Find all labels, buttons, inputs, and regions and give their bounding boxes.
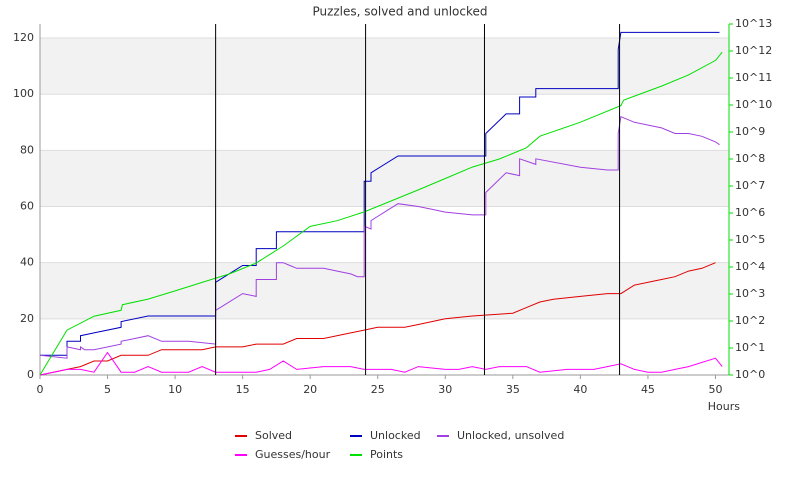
x-tick-label: 50 bbox=[708, 383, 722, 396]
y-tick-label: 40 bbox=[20, 256, 34, 269]
grid-band bbox=[40, 150, 729, 207]
y2-tick-label: 10^9 bbox=[735, 125, 765, 138]
chart-title: Puzzles, solved and unlocked bbox=[312, 5, 487, 19]
series-line bbox=[39, 51, 723, 376]
series-line bbox=[40, 31, 720, 356]
x-tick-label: 35 bbox=[506, 383, 520, 396]
grid-band bbox=[40, 262, 729, 319]
series-line bbox=[39, 262, 716, 376]
y2-tick-label: 10^12 bbox=[735, 44, 772, 57]
series-line bbox=[39, 351, 723, 376]
x-tick-label: 25 bbox=[371, 383, 385, 396]
x-tick-label: 20 bbox=[303, 383, 317, 396]
x-axis-label: Hours bbox=[708, 400, 740, 413]
y2-tick-label: 10^10 bbox=[735, 98, 772, 111]
x-tick-label: 45 bbox=[641, 383, 655, 396]
y-tick-label: 120 bbox=[13, 31, 34, 44]
y-tick-label: 80 bbox=[20, 143, 34, 156]
y-tick-label: 0 bbox=[27, 368, 34, 381]
x-tick-label: 15 bbox=[236, 383, 250, 396]
y-tick-label: 20 bbox=[20, 312, 34, 325]
y2-tick-label: 10^13 bbox=[735, 17, 772, 30]
y2-tick-label: 10^6 bbox=[735, 206, 765, 219]
x-tick-label: 0 bbox=[37, 383, 44, 396]
y-tick-label: 100 bbox=[13, 87, 34, 100]
x-tick-label: 5 bbox=[104, 383, 111, 396]
y2-tick-label: 10^4 bbox=[735, 260, 765, 273]
legend-label: Unlocked bbox=[370, 429, 421, 442]
legend-label: Guesses/hour bbox=[255, 448, 331, 461]
series-line bbox=[39, 115, 720, 359]
y2-tick-label: 10^3 bbox=[735, 287, 765, 300]
x-tick-label: 40 bbox=[573, 383, 587, 396]
y2-tick-label: 10^0 bbox=[735, 368, 765, 381]
y2-tick-label: 10^2 bbox=[735, 314, 765, 327]
y2-tick-label: 10^1 bbox=[735, 341, 765, 354]
y2-tick-label: 10^11 bbox=[735, 71, 772, 84]
legend-label: Solved bbox=[255, 429, 292, 442]
y2-tick-label: 10^5 bbox=[735, 233, 765, 246]
x-tick-label: 30 bbox=[438, 383, 452, 396]
y2-tick-label: 10^8 bbox=[735, 152, 765, 165]
legend-label: Points bbox=[370, 448, 403, 461]
x-tick-label: 10 bbox=[168, 383, 182, 396]
y2-tick-label: 10^7 bbox=[735, 179, 765, 192]
legend-label: Unlocked, unsolved bbox=[457, 429, 564, 442]
y-tick-label: 60 bbox=[20, 200, 34, 213]
grid-band bbox=[40, 38, 729, 95]
